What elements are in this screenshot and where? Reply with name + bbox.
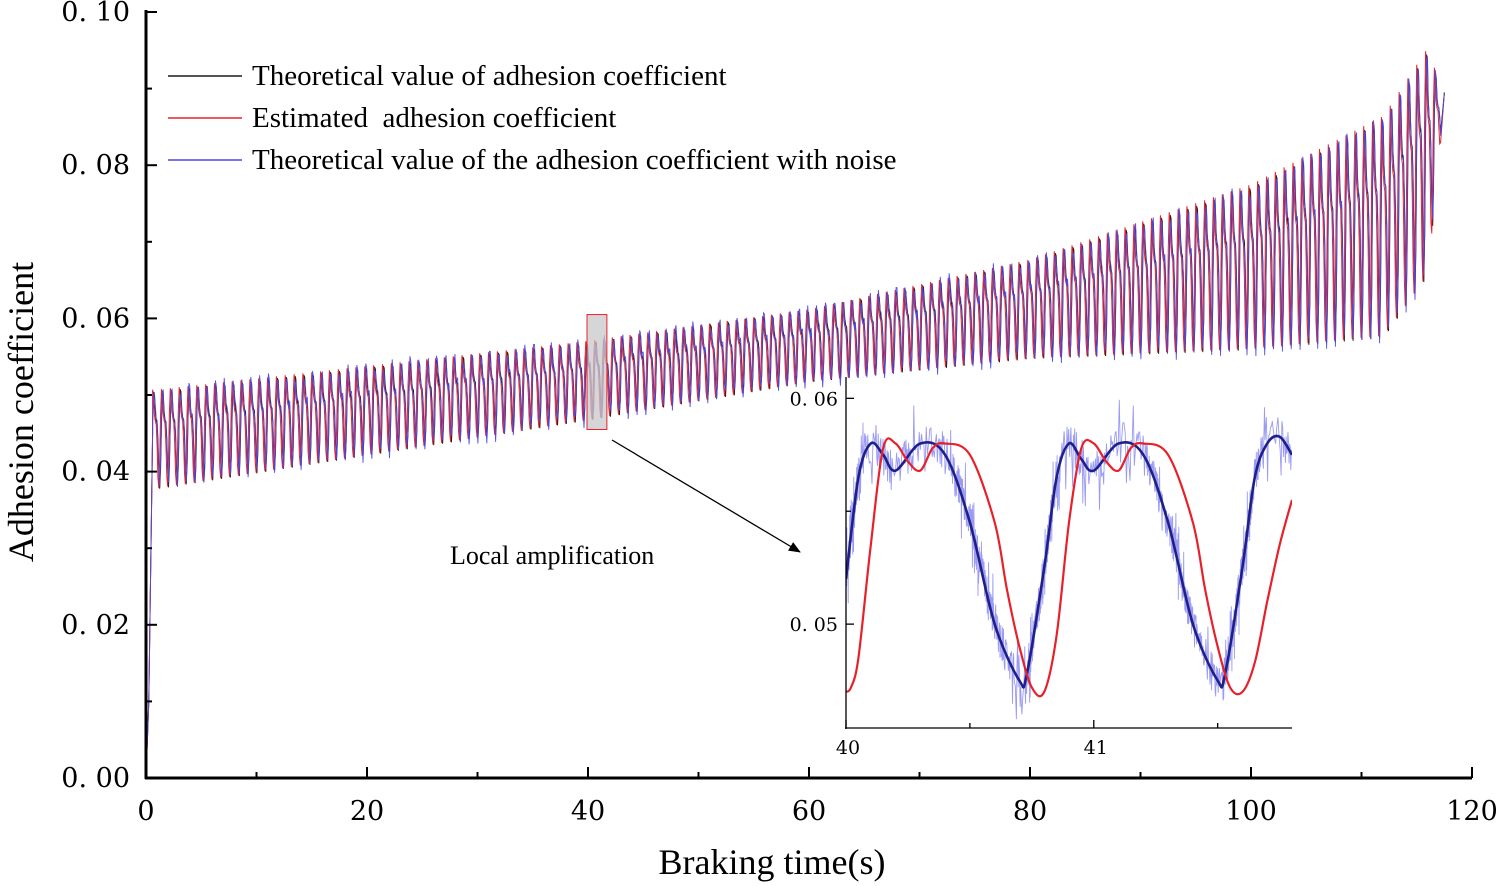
- legend: Theoretical value of adhesion coefficien…: [168, 60, 896, 176]
- y-tick-label: 0. 10: [61, 0, 130, 28]
- inset-y-tick-label: 0. 06: [790, 388, 838, 410]
- y-tick-label: 0. 08: [61, 150, 130, 181]
- inset-x-tick-label: 41: [1084, 737, 1108, 759]
- inset-y-tick-label: 0. 05: [790, 614, 838, 636]
- x-tick-label: 100: [1225, 796, 1277, 827]
- zoom-arrow: [611, 439, 801, 553]
- x-axis-title: Braking time(s): [659, 842, 886, 882]
- inset-x-tick-label: 40: [836, 737, 860, 759]
- legend-label-noisy: Theoretical value of the adhesion coeffi…: [252, 144, 896, 176]
- x-tick-label: 40: [571, 796, 605, 827]
- y-tick-label: 0. 04: [61, 457, 130, 488]
- y-tick-label: 0. 02: [61, 610, 130, 641]
- inset-plot-data: [846, 399, 1292, 720]
- y-tick-label: 0. 06: [61, 303, 130, 334]
- local-amplification-label: Local amplification: [450, 541, 654, 570]
- inset-series-noisy-line: [846, 399, 1292, 720]
- inset-series-theoretical-line: [846, 434, 1292, 689]
- x-tick-label: 80: [1013, 796, 1047, 827]
- x-ticks: 0 20 40 60 80 100 120: [137, 767, 1498, 827]
- x-tick-label: 20: [350, 796, 384, 827]
- inset-y-ticks: 0. 05 0. 06: [790, 388, 854, 636]
- x-tick-label: 0: [137, 796, 154, 827]
- inset-plot: 40 41 0. 05 0. 06: [790, 377, 1292, 759]
- series-noisy-line: [145, 56, 1445, 779]
- main-plot-data: [145, 51, 1445, 779]
- x-tick-label: 120: [1446, 796, 1498, 827]
- legend-label-estimated: Estimated adhesion coefficient: [252, 102, 616, 134]
- x-tick-label: 60: [792, 796, 826, 827]
- legend-label-theoretical: Theoretical value of adhesion coefficien…: [252, 60, 727, 92]
- zoom-region-box: [586, 314, 608, 430]
- inset-series-estimated-line: [846, 437, 1292, 698]
- y-axis-title: Adhesion coefficient: [1, 262, 41, 562]
- y-tick-label: 0. 00: [61, 763, 130, 794]
- inset-x-ticks: 40 41: [836, 720, 1219, 759]
- y-ticks: 0. 00 0. 02 0. 04 0. 06 0. 08 0. 10: [61, 0, 157, 794]
